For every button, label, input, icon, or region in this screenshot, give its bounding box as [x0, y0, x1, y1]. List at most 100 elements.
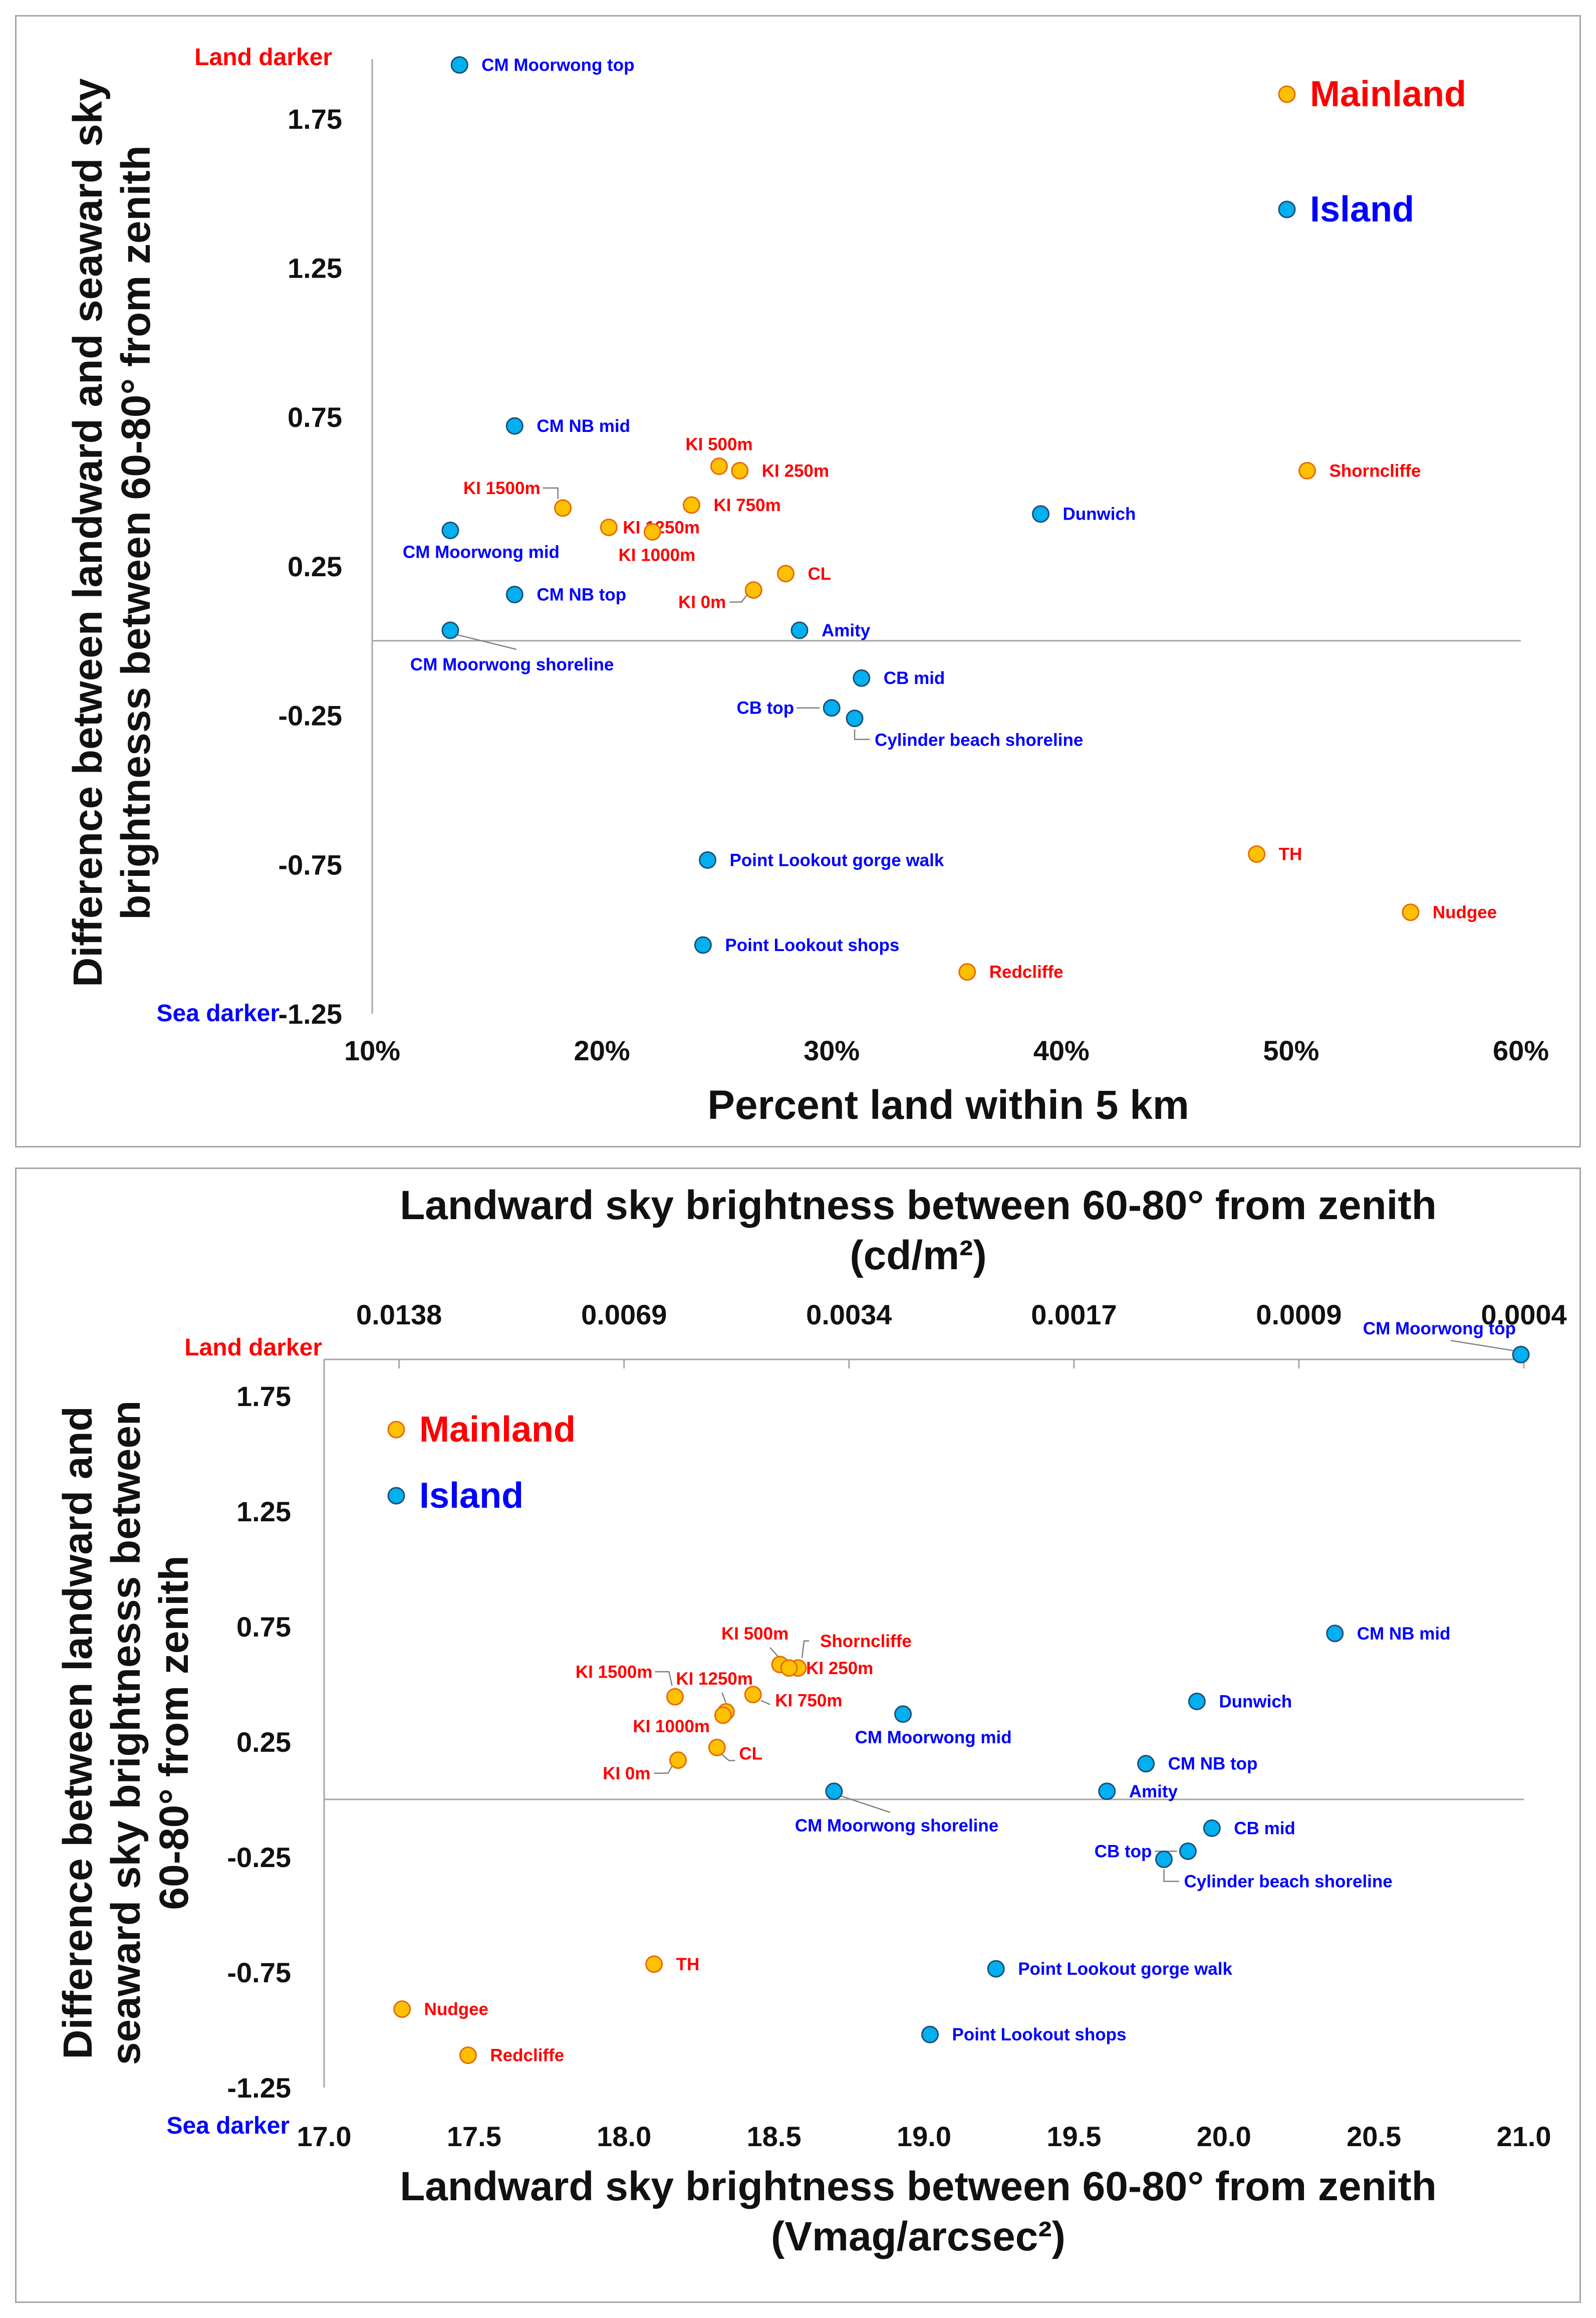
top-point-cm-moorwong-shoreline: [441, 621, 459, 639]
top-point-label-cb-mid: CB mid: [884, 668, 945, 688]
bottom-point-label-amity: Amity: [1129, 1782, 1178, 1801]
bottom-point-dunwich: [1188, 1693, 1206, 1710]
bottom-point-cb-mid: [1203, 1819, 1221, 1837]
top-y-axis-title: brightnesss between 60-80° from zenith: [113, 145, 159, 920]
bottom-point-label-cm-nb-mid: CM NB mid: [1357, 1624, 1451, 1644]
bottom-y-tick-label: -0.75: [227, 1957, 291, 1988]
top-y-tick-label: 1.25: [288, 253, 342, 284]
top-y-tick-label: 1.75: [288, 103, 342, 135]
bottom-point-cb-top: [1179, 1842, 1197, 1860]
bottom-leader-line: [839, 1794, 891, 1813]
chart-panel-top: 1.75 1.25 0.75 0.25 -0.25 -0.75 -1.25 10% 20% 30%…: [15, 15, 1581, 1147]
top-x-axis-title: Percent land within 5 km: [707, 1082, 1189, 1128]
top-point-label-ki-1500m: KI 1500m: [463, 479, 541, 498]
bottom-legend-marker-mainland: [387, 1421, 405, 1439]
bottom-x-tick-label: 19.5: [1046, 2121, 1101, 2152]
top-point-label-ki-750m: KI 750m: [713, 496, 780, 515]
bottom-point-label-cm-moorwong-top: CM Moorwong top: [1363, 1319, 1516, 1338]
top-x-tick-label: 10%: [344, 1035, 400, 1066]
bottom-point-label-cm-moorwong-mid: CM Moorwong mid: [855, 1728, 1012, 1747]
top-x-tick-label: 40%: [1033, 1035, 1090, 1066]
top-point-dunwich: [1032, 505, 1050, 523]
top-point-label-amity: Amity: [822, 621, 871, 640]
bottom-leader-line: [760, 1700, 770, 1705]
bottom-point-label-cylinder-beach-shoreline: Cylinder beach shoreline: [1184, 1872, 1393, 1892]
bottom-point-label-shorncliffe: Shorncliffe: [820, 1632, 912, 1651]
top-point-cm-nb-top: [505, 585, 523, 603]
top-legend-marker-mainland: [1278, 85, 1296, 103]
top-legend-label-mainland: Mainland: [1310, 74, 1466, 114]
top-point-cylinder-beach-shoreline: [846, 710, 864, 728]
bottom-point-label-cm-nb-top: CM NB top: [1168, 1754, 1258, 1774]
top-point-ki-250m: [731, 461, 749, 480]
top-y-axis-title: Difference between landward and seaward …: [65, 78, 111, 987]
bottom-point-label-cb-mid: CB mid: [1234, 1819, 1295, 1838]
top-x-tick-label: 20%: [574, 1035, 630, 1066]
bottom-leader-line: [769, 1647, 779, 1657]
top-point-label-cl: CL: [808, 564, 831, 584]
bottom-x2-axis-title: (cd/m²): [850, 1233, 986, 1278]
bottom-leader-line: [721, 1692, 727, 1703]
top-point-label-ki-1000m: KI 1000m: [618, 545, 695, 565]
bottom-y-axis-title: Difference between landward and: [55, 1406, 101, 2059]
bottom-y-axis-title: seaward sky brightnesss between: [103, 1401, 149, 2065]
top-point-label-nudgee: Nudgee: [1433, 903, 1497, 922]
bottom-x-tick-label: 20.0: [1197, 2121, 1251, 2152]
top-point-cb-top: [823, 699, 841, 717]
top-legend-marker-island: [1278, 200, 1296, 218]
bottom-y-tick-label: -0.25: [227, 1841, 291, 1873]
bottom-point-label-ki-250m: KI 250m: [806, 1659, 873, 1678]
top-point-label-point-lookout-shops: Point Lookout shops: [725, 936, 899, 955]
bottom-x-tick-label: 20.5: [1347, 2121, 1401, 2152]
top-x-tick-label: 50%: [1263, 1035, 1319, 1066]
bottom-point-label-cb-top: CB top: [1095, 1842, 1152, 1862]
bottom-x2-tick-label: 0.0138: [356, 1299, 442, 1330]
top-land-darker-note: Land darker: [194, 44, 332, 71]
top-leader-line: [455, 633, 517, 650]
top-y-tick-label: 0.25: [288, 551, 342, 582]
bottom-point-cm-nb-mid: [1326, 1625, 1344, 1643]
bottom-x-axis-title: (Vmag/arcsec²): [771, 2214, 1066, 2259]
bottom-point-cm-moorwong-top: [1512, 1345, 1530, 1363]
top-y-tick-label: -0.75: [278, 849, 342, 880]
bottom-point-point-lookout-gorge-walk: [987, 1960, 1005, 1978]
top-point-cm-nb-mid: [505, 417, 523, 435]
top-point-label-cm-moorwong-shoreline: CM Moorwong shoreline: [410, 655, 614, 674]
bottom-y-tick-label: 1.75: [236, 1380, 291, 1412]
top-point-cm-moorwong-top: [450, 56, 468, 74]
top-point-label-shorncliffe: Shorncliffe: [1329, 461, 1421, 481]
top-point-redcliffe: [958, 963, 976, 981]
bottom-land-darker-note: Land darker: [184, 1334, 322, 1361]
top-x-tick-label: 30%: [804, 1035, 860, 1066]
bottom-point-cl: [708, 1739, 726, 1756]
top-point-ki-500m: [710, 457, 728, 475]
bottom-leader-line: [654, 1764, 674, 1774]
top-leader-line: [729, 593, 748, 603]
top-leader-line: [854, 729, 870, 740]
bottom-y-tick-label: 0.25: [236, 1726, 291, 1758]
top-point-ki-750m: [682, 496, 700, 514]
bottom-point-label-ki-0m: KI 0m: [603, 1764, 650, 1783]
bottom-point-point-lookout-shops: [921, 2025, 939, 2043]
top-point-label-point-lookout-gorge-walk: Point Lookout gorge walk: [730, 850, 944, 870]
bottom-point-th: [645, 1955, 663, 1973]
bottom-legend-label-mainland: Mainland: [419, 1410, 576, 1450]
bottom-point-ki-1500m: [666, 1688, 684, 1706]
bottom-point-ki-750m: [744, 1686, 762, 1704]
top-point-th: [1248, 845, 1266, 863]
top-y-tick-label: 0.75: [288, 401, 342, 433]
bottom-x-tick-label: 18.5: [747, 2121, 802, 2152]
bottom-point-redcliffe: [459, 2046, 477, 2064]
top-point-label-cm-nb-mid: CM NB mid: [537, 416, 630, 436]
top-point-amity: [790, 621, 809, 639]
bottom-leader-line: [655, 1671, 673, 1686]
bottom-legend-marker-island: [387, 1487, 405, 1505]
top-point-label-cm-moorwong-mid: CM Moorwong mid: [403, 542, 560, 562]
top-point-label-cm-nb-top: CM NB top: [537, 585, 626, 604]
bottom-point-label-ki-500m: KI 500m: [721, 1624, 788, 1644]
top-point-cl: [776, 565, 794, 583]
bottom-x-tick-label: 19.0: [897, 2121, 951, 2152]
top-point-label-ki-0m: KI 0m: [678, 593, 726, 612]
bottom-x-tick-label: 18.0: [597, 2121, 651, 2152]
